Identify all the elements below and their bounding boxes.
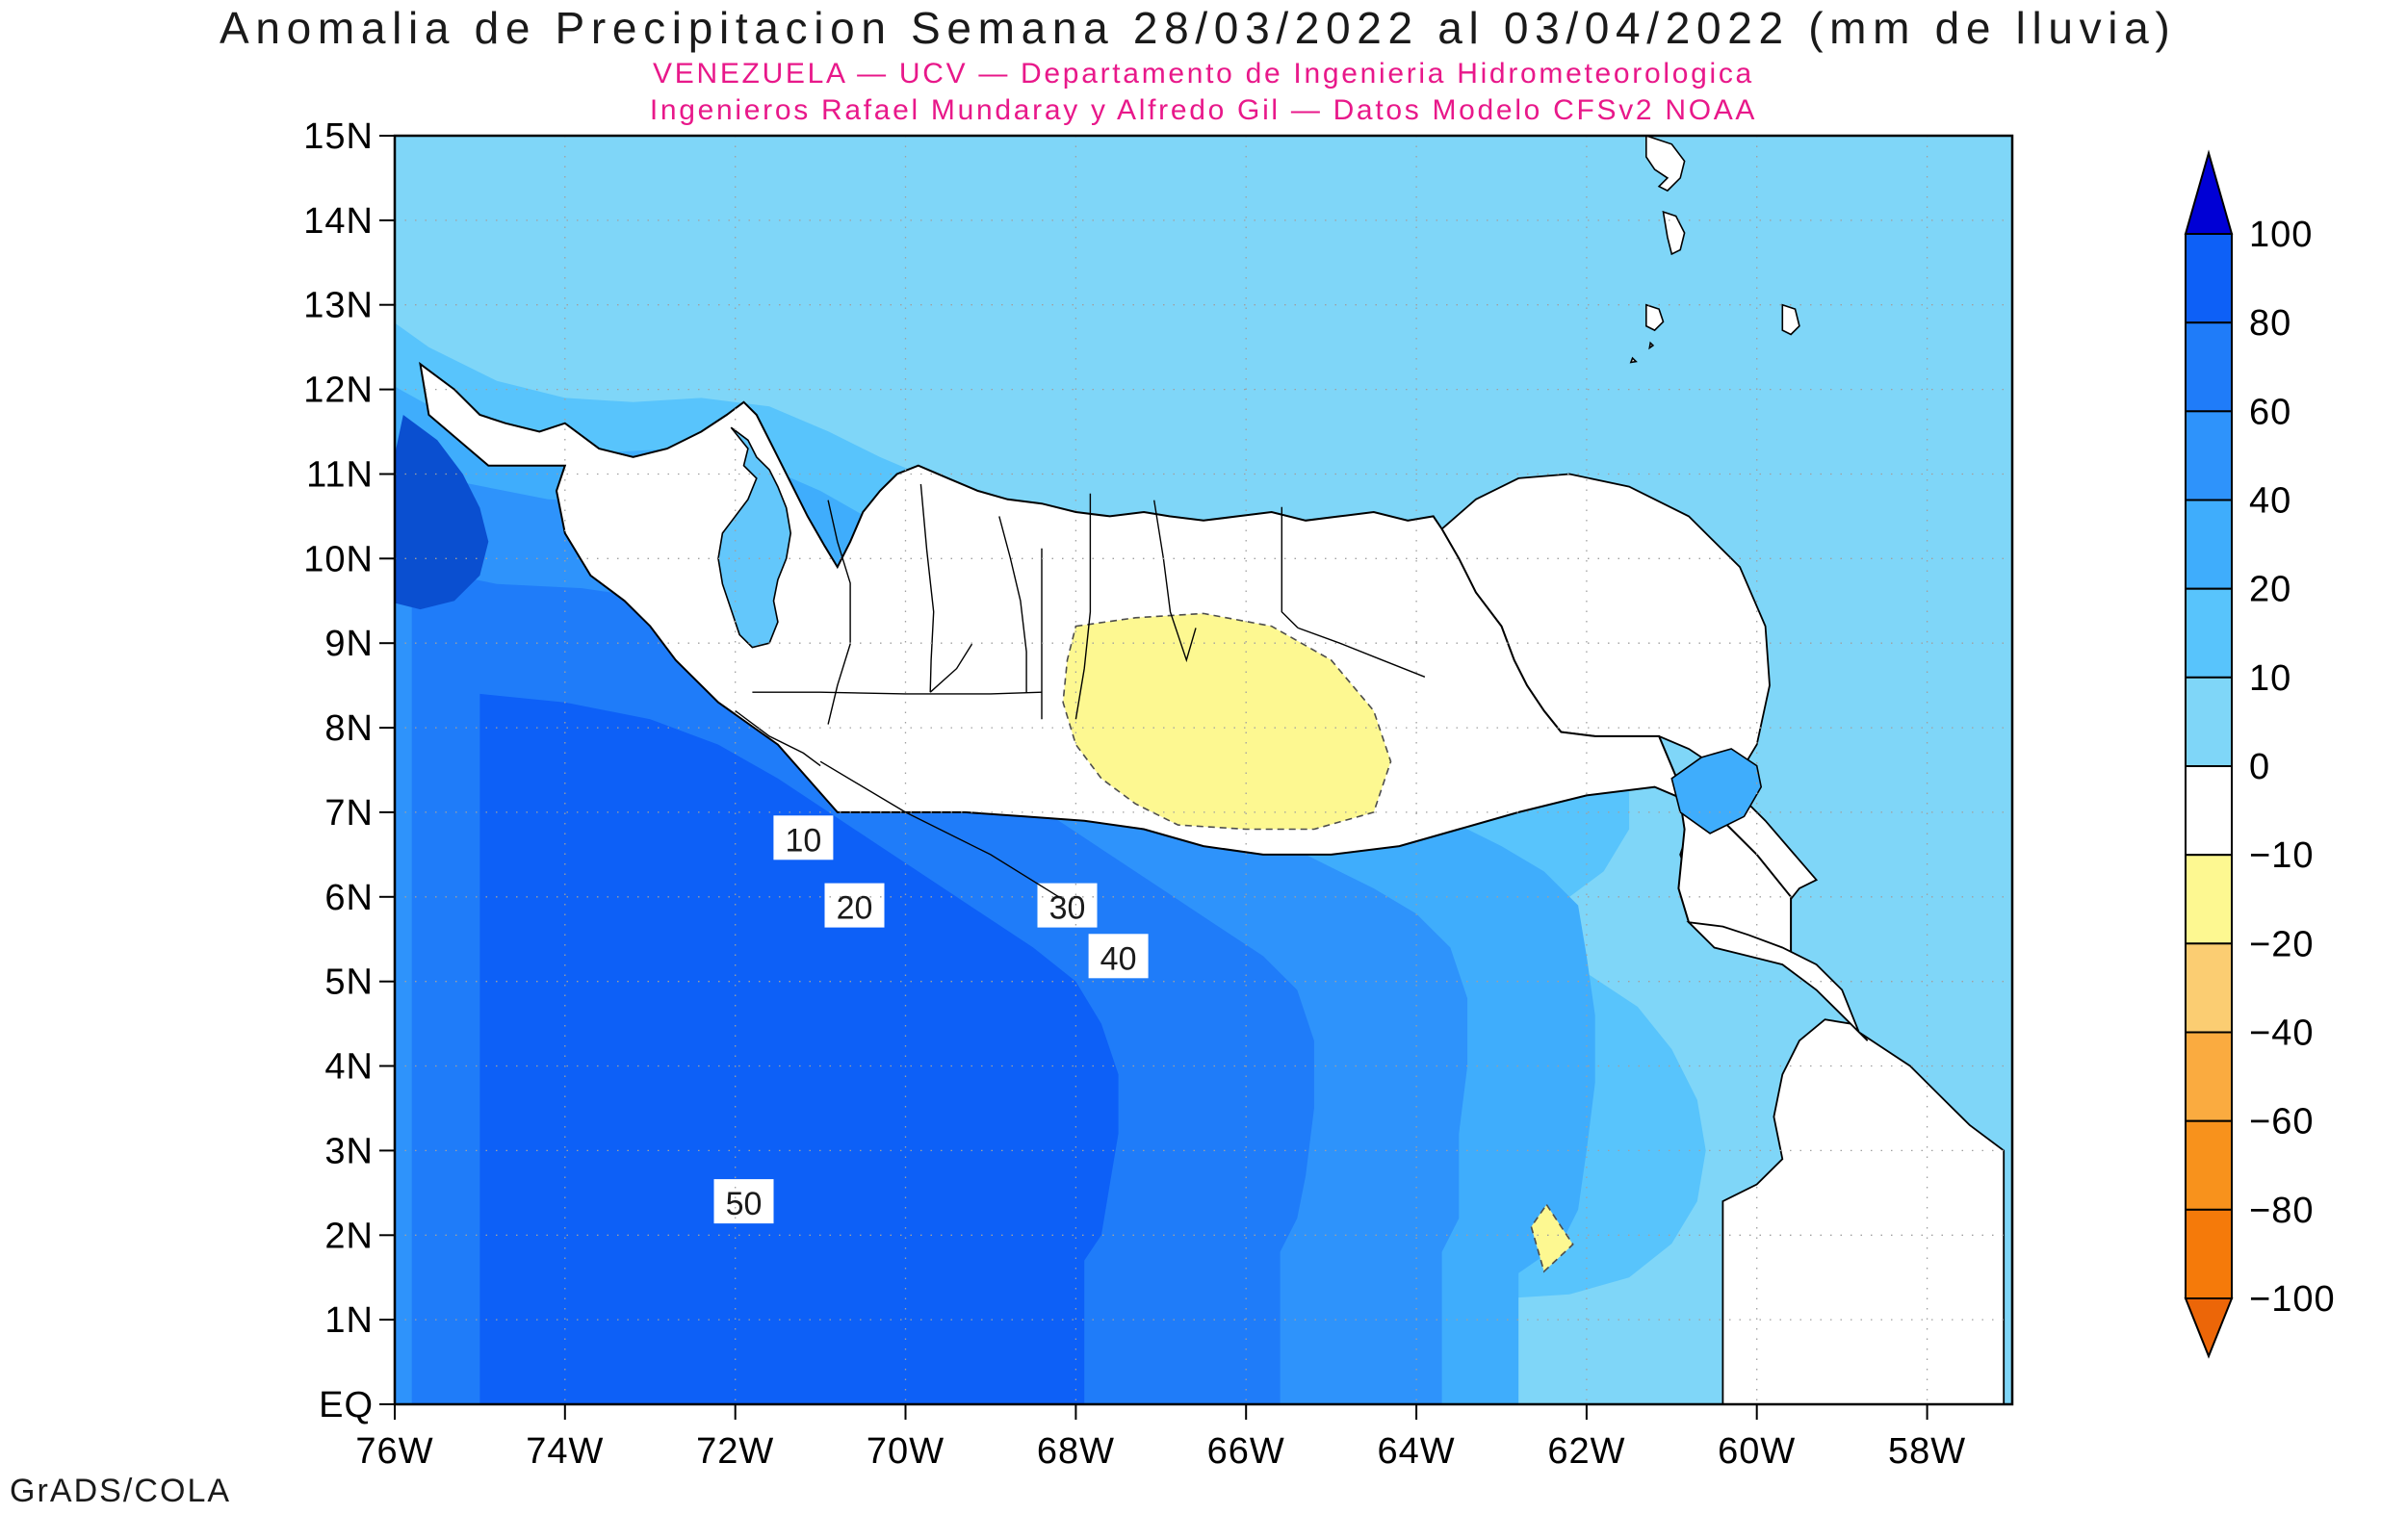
svg-text:14N: 14N xyxy=(303,201,374,242)
svg-text:20: 20 xyxy=(2249,570,2291,610)
svg-text:70W: 70W xyxy=(867,1431,945,1472)
svg-text:−20: −20 xyxy=(2249,924,2314,964)
svg-text:30: 30 xyxy=(1049,890,1086,927)
svg-text:20: 20 xyxy=(837,890,873,927)
svg-text:0: 0 xyxy=(2249,747,2270,787)
svg-text:40: 40 xyxy=(2249,481,2291,522)
svg-text:−100: −100 xyxy=(2249,1279,2336,1320)
svg-text:4N: 4N xyxy=(324,1047,374,1088)
svg-text:12N: 12N xyxy=(303,371,374,411)
svg-text:−10: −10 xyxy=(2249,835,2314,876)
svg-text:15N: 15N xyxy=(303,116,374,157)
svg-text:5N: 5N xyxy=(324,962,374,1003)
svg-text:66W: 66W xyxy=(1207,1431,1285,1472)
svg-text:62W: 62W xyxy=(1547,1431,1625,1472)
svg-text:6N: 6N xyxy=(324,878,374,918)
svg-text:13N: 13N xyxy=(303,286,374,326)
svg-text:80: 80 xyxy=(2249,303,2291,344)
svg-text:100: 100 xyxy=(2249,215,2313,255)
svg-text:10: 10 xyxy=(785,822,821,859)
svg-text:58W: 58W xyxy=(1888,1431,1966,1472)
svg-text:2N: 2N xyxy=(324,1216,374,1256)
svg-text:−40: −40 xyxy=(2249,1014,2314,1054)
svg-text:11N: 11N xyxy=(306,455,374,496)
svg-text:−60: −60 xyxy=(2249,1102,2314,1142)
svg-text:1N: 1N xyxy=(324,1300,374,1341)
svg-text:9N: 9N xyxy=(324,624,374,664)
svg-text:74W: 74W xyxy=(526,1431,604,1472)
svg-text:76W: 76W xyxy=(355,1431,433,1472)
svg-text:60W: 60W xyxy=(1718,1431,1796,1472)
svg-text:8N: 8N xyxy=(324,708,374,749)
svg-text:10N: 10N xyxy=(303,539,374,579)
svg-text:10: 10 xyxy=(2249,658,2291,699)
svg-text:72W: 72W xyxy=(696,1431,774,1472)
svg-text:64W: 64W xyxy=(1378,1431,1456,1472)
svg-text:50: 50 xyxy=(726,1186,763,1222)
svg-text:3N: 3N xyxy=(324,1131,374,1171)
svg-text:−80: −80 xyxy=(2249,1191,2314,1231)
svg-text:60: 60 xyxy=(2249,392,2291,432)
svg-text:EQ: EQ xyxy=(319,1385,374,1425)
svg-text:7N: 7N xyxy=(324,793,374,834)
svg-text:68W: 68W xyxy=(1037,1431,1115,1472)
svg-text:40: 40 xyxy=(1100,940,1137,977)
